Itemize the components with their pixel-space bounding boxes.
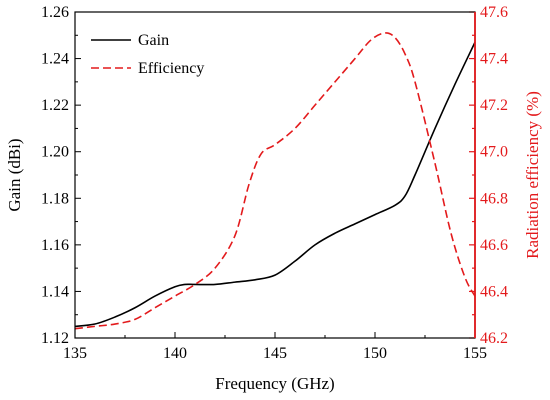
- legend: Gain Efficiency: [91, 32, 204, 77]
- y-right-tick-label: 46.8: [480, 190, 508, 207]
- x-axis-title: Frequency (GHz): [215, 374, 334, 393]
- x-tick-label: 155: [463, 345, 487, 362]
- y-right-tick-label: 46.6: [480, 237, 508, 254]
- series-line-efficiency: [74, 32, 476, 330]
- y-right-tick-label: 47.4: [480, 51, 508, 68]
- y-axis-left-title: Gain (dBi): [5, 138, 24, 211]
- right-axis-line: [474, 12, 476, 338]
- y-left-tick-label: 1.18: [41, 190, 69, 207]
- y-left-tick-label: 1.26: [41, 4, 69, 21]
- chart-series: [74, 32, 476, 330]
- y-left-tick-label: 1.22: [41, 97, 69, 114]
- y-right-tick-label: 46.4: [480, 283, 508, 300]
- y-right-tick-label: 47.0: [480, 144, 508, 161]
- x-tick-label: 145: [263, 345, 287, 362]
- y-axis-right-title: Radiation efficiency (%): [523, 91, 542, 259]
- y-left-tick-label: 1.16: [41, 237, 69, 254]
- y-right-tick-label: 47.6: [480, 4, 508, 21]
- series-line-gain: [74, 41, 476, 328]
- y-left-tick-label: 1.20: [41, 144, 69, 161]
- y-right-tick-label: 46.2: [480, 330, 508, 347]
- legend-label-gain: Gain: [138, 32, 169, 49]
- y-right-tick-label: 47.2: [480, 97, 508, 114]
- y-left-tick-label: 1.12: [41, 330, 69, 347]
- x-tick-label: 140: [163, 345, 187, 362]
- x-tick-label: 135: [63, 345, 87, 362]
- y-left-tick-label: 1.24: [41, 51, 69, 68]
- legend-label-efficiency: Efficiency: [138, 60, 204, 77]
- y-left-tick-label: 1.14: [41, 283, 69, 300]
- tick-labels: 135 140 145 150 155 1.12 1.14 1.16 1.18 1.20 1.22 1…: [41, 4, 508, 362]
- x-tick-label: 150: [363, 345, 387, 362]
